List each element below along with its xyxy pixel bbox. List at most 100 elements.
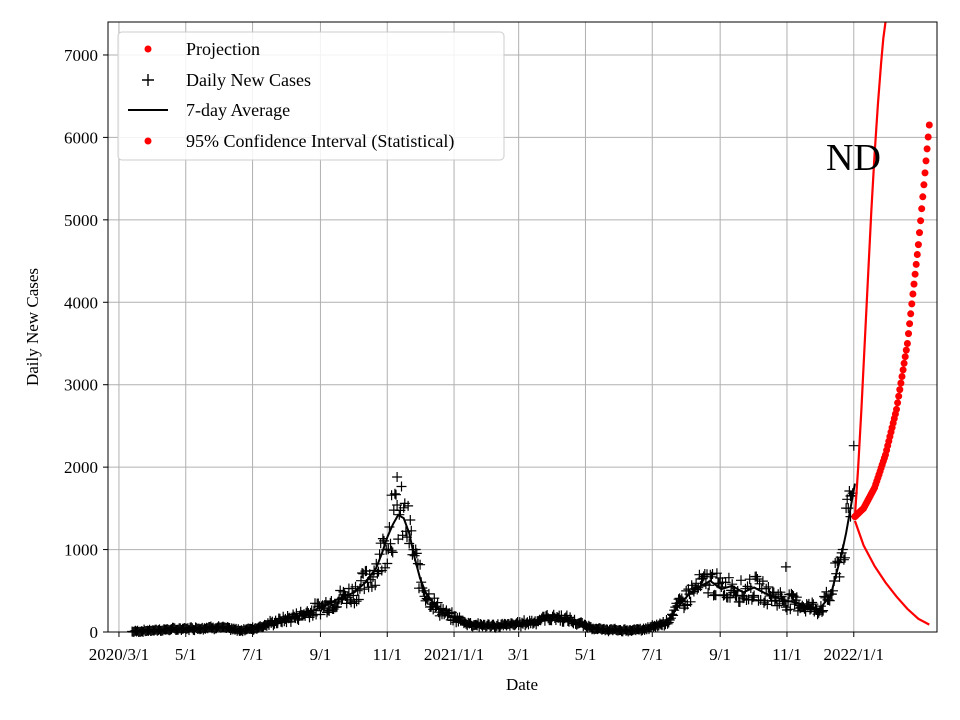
daily-new-cases-point [787, 590, 798, 600]
confidence-interval-lower-line [853, 520, 930, 626]
y-tick-label: 2000 [64, 458, 98, 477]
projection-point [917, 217, 925, 225]
daily-new-cases-point [800, 606, 811, 617]
daily-new-cases-point [404, 538, 415, 549]
projection-point [916, 229, 923, 237]
daily-new-cases-point [322, 607, 332, 618]
daily-new-cases-point [405, 515, 416, 525]
daily-new-cases-point [323, 605, 334, 616]
daily-new-cases-point [387, 547, 398, 558]
projection-point [909, 290, 917, 298]
projection-point [918, 205, 926, 213]
daily-new-cases-point [420, 595, 431, 606]
daily-new-cases-point [817, 606, 827, 617]
projection-point [897, 379, 905, 387]
projection-point [894, 399, 902, 407]
daily-new-cases-point [763, 582, 774, 592]
daily-new-cases-point [845, 491, 856, 501]
daily-new-cases-point [746, 594, 757, 605]
projection-point [900, 359, 908, 367]
ticks: 2020/3/1 5/1 7/1 9/1 11/1 2021/1/1 3/1 5/1 7/1 9/… [64, 46, 884, 664]
daily-new-cases-point [382, 558, 393, 569]
daily-new-cases-point [785, 604, 796, 615]
projection-point [902, 346, 910, 354]
projection-point [913, 251, 921, 258]
daily-new-cases-point [680, 600, 691, 611]
x-tick-label: 5/1 [175, 645, 197, 664]
y-tick-label: 4000 [64, 293, 98, 312]
x-tick-label: 11/1 [772, 645, 802, 664]
daily-new-cases-point [749, 590, 760, 601]
daily-new-cases-point [725, 592, 735, 603]
daily-new-cases-point [775, 587, 786, 598]
x-tick-label: 3/1 [508, 645, 530, 664]
daily-new-cases-point [757, 576, 768, 587]
x-tick-label: 9/1 [709, 645, 731, 664]
projection-point [923, 145, 931, 153]
seven-day-average-line [132, 483, 856, 633]
daily-new-cases-point [843, 503, 854, 514]
x-tick-label: 11/1 [372, 645, 402, 664]
daily-new-cases-point [727, 579, 738, 590]
x-tick-label: 2021/1/1 [424, 645, 484, 664]
daily-new-cases-point [392, 472, 403, 482]
daily-new-cases-point [791, 592, 802, 603]
daily-new-cases-point [821, 586, 832, 597]
daily-new-cases-point [840, 552, 850, 563]
projection-point [899, 366, 907, 374]
legend: Projection Daily New Cases 7-day Average… [117, 31, 505, 161]
projection-point [907, 310, 915, 318]
legend-label-confidence-interval: 95% Confidence Interval (Statistical) [186, 131, 454, 152]
daily-new-cases-point [748, 592, 758, 603]
daily-new-cases-point [736, 575, 746, 586]
projection-point [896, 386, 904, 394]
daily-new-cases-point [707, 569, 718, 579]
y-tick-label: 5000 [64, 211, 98, 230]
projection-point [912, 260, 920, 268]
y-tick-label: 6000 [64, 128, 98, 147]
daily-new-cases-point [386, 545, 397, 556]
y-tick-label: 3000 [64, 376, 98, 395]
x-tick-label: 9/1 [310, 645, 332, 664]
projection-point [920, 181, 928, 189]
daily-new-cases-point [715, 573, 726, 583]
projection-point [903, 340, 911, 347]
legend-marker-daily-new-cases [142, 74, 154, 86]
state-label: ND [826, 137, 881, 179]
daily-new-cases-point [351, 596, 362, 607]
daily-new-cases-point [392, 500, 403, 510]
projection-point [921, 169, 929, 177]
daily-new-cases-point [385, 538, 396, 549]
daily-new-cases-point [723, 572, 734, 583]
daily-new-cases-point [703, 587, 714, 598]
projection-point [906, 320, 914, 328]
legend-label-7-day-average: 7-day Average [186, 100, 290, 120]
projection-point [922, 157, 930, 165]
daily-new-cases-point [315, 609, 326, 620]
projection-point [911, 270, 919, 278]
x-tick-label: 2022/1/1 [824, 645, 884, 664]
legend-marker-confidence-interval [144, 137, 152, 145]
plot-frame [107, 21, 938, 633]
legend-label-daily-new-cases: Daily New Cases [186, 70, 311, 90]
projection-point [893, 405, 900, 413]
y-axis-label: Daily New Cases [23, 268, 42, 386]
daily-new-cases-point [818, 605, 829, 616]
x-tick-label: 7/1 [242, 645, 264, 664]
daily-new-cases-point [786, 588, 797, 599]
daily-new-cases-point [780, 561, 791, 572]
daily-new-cases-point [359, 584, 370, 595]
y-tick-label: 7000 [64, 46, 98, 65]
legend-marker-projection [144, 45, 152, 53]
projection-point [924, 133, 932, 141]
x-tick-label: 7/1 [641, 645, 663, 664]
projection-point [901, 353, 909, 361]
legend-box [117, 31, 505, 161]
projection-point [910, 280, 918, 288]
y-tick-label: 1000 [64, 541, 98, 560]
daily-new-cases-point [403, 500, 414, 511]
daily-new-cases-point [380, 562, 391, 573]
daily-new-cases-point [338, 586, 349, 597]
projection-point [914, 241, 922, 249]
